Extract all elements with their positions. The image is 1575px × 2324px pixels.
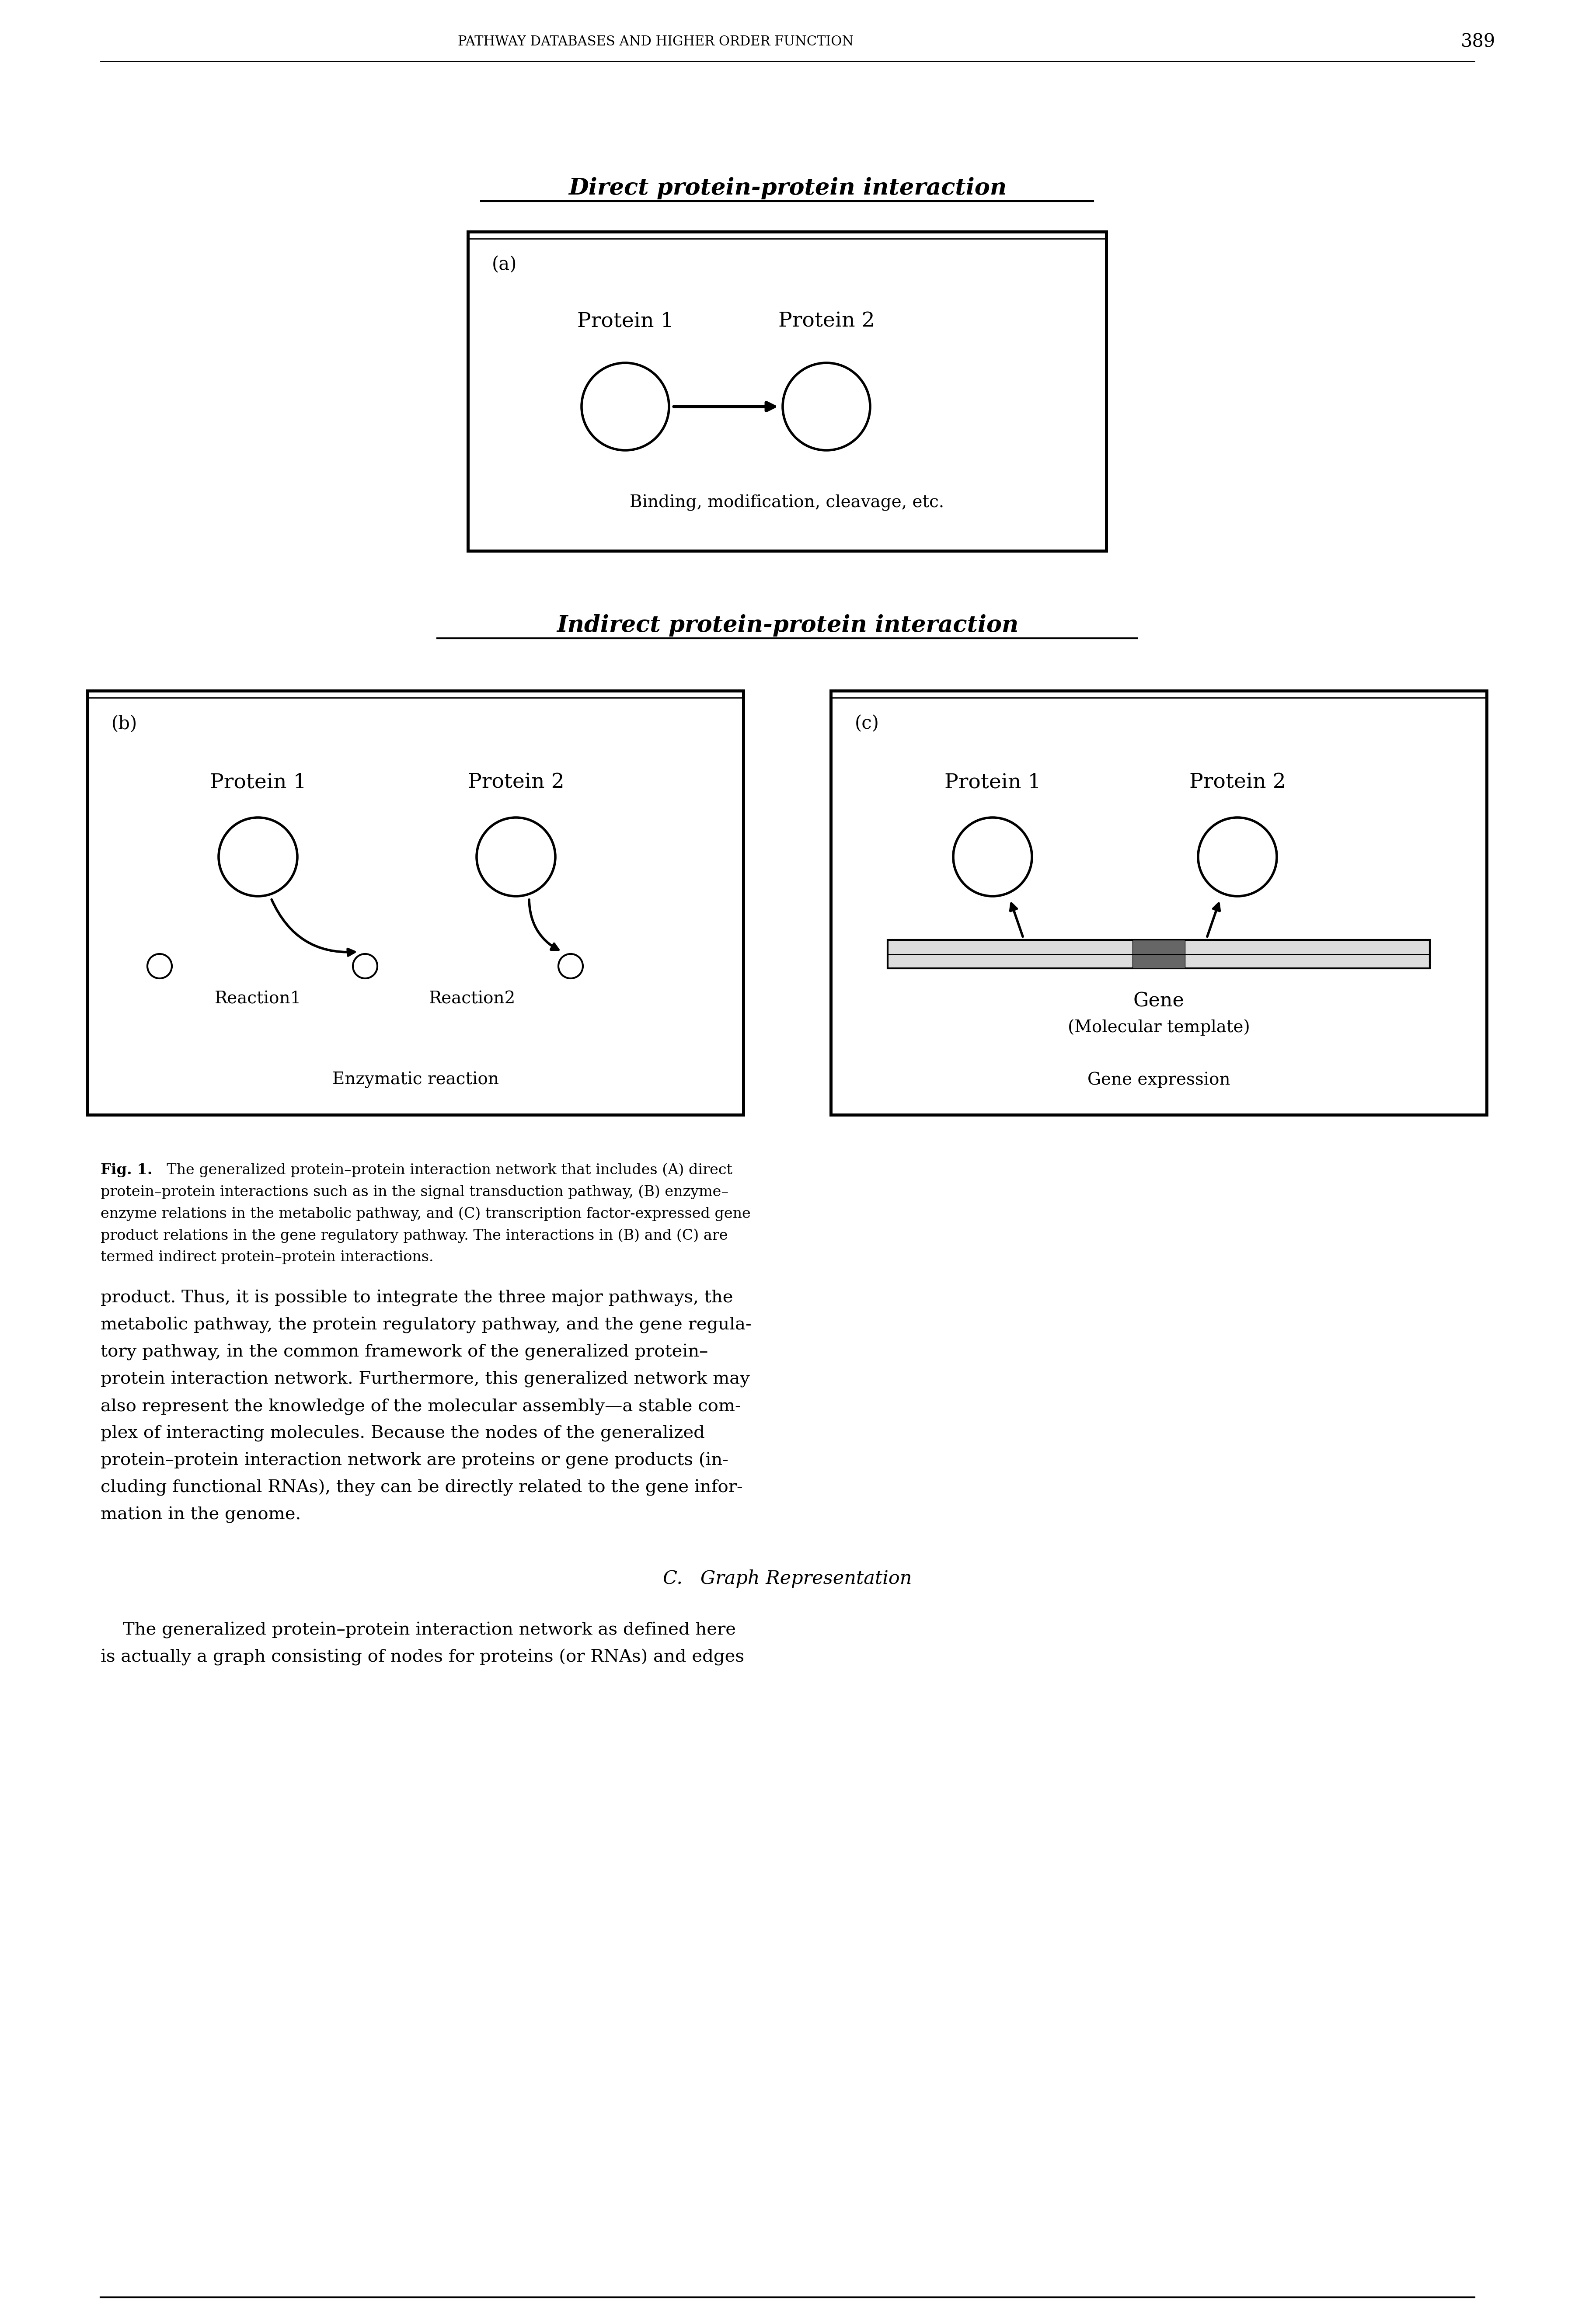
Text: 389: 389 (1460, 33, 1495, 51)
Text: Protein 2: Protein 2 (1189, 772, 1285, 792)
Text: PATHWAY DATABASES AND HIGHER ORDER FUNCTION: PATHWAY DATABASES AND HIGHER ORDER FUNCT… (458, 35, 854, 49)
Text: Reaction1: Reaction1 (214, 990, 301, 1006)
Text: Protein 2: Protein 2 (778, 311, 874, 332)
Text: Direct protein-protein interaction: Direct protein-protein interaction (569, 177, 1006, 200)
Circle shape (148, 953, 172, 978)
Circle shape (559, 953, 583, 978)
Text: is actually a graph consisting of nodes for proteins (or RNAs) and edges: is actually a graph consisting of nodes … (101, 1650, 745, 1666)
Text: Protein 2: Protein 2 (468, 772, 564, 792)
Bar (1132, 939, 1184, 969)
Text: Protein 1: Protein 1 (209, 772, 306, 792)
Text: termed indirect protein–protein interactions.: termed indirect protein–protein interact… (101, 1250, 433, 1264)
Text: Indirect protein-protein interaction: Indirect protein-protein interaction (556, 614, 1019, 637)
Bar (88, 690, 743, 1116)
Text: The generalized protein–protein interaction network that includes (A) direct: The generalized protein–protein interact… (158, 1162, 732, 1178)
Text: protein–protein interactions such as in the signal transduction pathway, (B) enz: protein–protein interactions such as in … (101, 1185, 729, 1199)
Text: (Molecular template): (Molecular template) (1068, 1018, 1251, 1037)
Text: C.   Graph Representation: C. Graph Representation (663, 1569, 912, 1587)
Text: mation in the genome.: mation in the genome. (101, 1506, 301, 1522)
Text: (a): (a) (491, 256, 517, 274)
Text: enzyme relations in the metabolic pathway, and (C) transcription factor-expresse: enzyme relations in the metabolic pathwa… (101, 1206, 751, 1220)
Text: product. Thus, it is possible to integrate the three major pathways, the: product. Thus, it is possible to integra… (101, 1290, 732, 1306)
Text: Binding, modification, cleavage, etc.: Binding, modification, cleavage, etc. (630, 495, 945, 511)
Text: protein–protein interaction network are proteins or gene products (in-: protein–protein interaction network are … (101, 1452, 728, 1469)
Bar (468, 232, 1106, 551)
Text: (b): (b) (112, 713, 137, 732)
Text: Protein 1: Protein 1 (576, 311, 674, 332)
Text: The generalized protein–protein interaction network as defined here: The generalized protein–protein interact… (101, 1622, 736, 1638)
Bar (830, 690, 1487, 1116)
Text: Gene: Gene (1132, 992, 1184, 1011)
Text: (c): (c) (855, 713, 879, 732)
Text: cluding functional RNAs), they can be directly related to the gene infor-: cluding functional RNAs), they can be di… (101, 1480, 743, 1497)
Text: also represent the knowledge of the molecular assembly—a stable com-: also represent the knowledge of the mole… (101, 1399, 740, 1415)
Bar (888, 939, 1430, 969)
Text: metabolic pathway, the protein regulatory pathway, and the gene regula-: metabolic pathway, the protein regulator… (101, 1318, 751, 1334)
Text: Fig. 1.: Fig. 1. (101, 1162, 153, 1178)
Text: tory pathway, in the common framework of the generalized protein–: tory pathway, in the common framework of… (101, 1343, 709, 1360)
Text: Enzymatic reaction: Enzymatic reaction (332, 1071, 499, 1088)
Text: Gene expression: Gene expression (1087, 1071, 1230, 1088)
Text: Reaction2: Reaction2 (428, 990, 515, 1006)
Text: protein interaction network. Furthermore, this generalized network may: protein interaction network. Furthermore… (101, 1371, 750, 1387)
Circle shape (353, 953, 378, 978)
Text: product relations in the gene regulatory pathway. The interactions in (B) and (C: product relations in the gene regulatory… (101, 1229, 728, 1243)
Text: Protein 1: Protein 1 (945, 772, 1041, 792)
Text: plex of interacting molecules. Because the nodes of the generalized: plex of interacting molecules. Because t… (101, 1425, 704, 1441)
